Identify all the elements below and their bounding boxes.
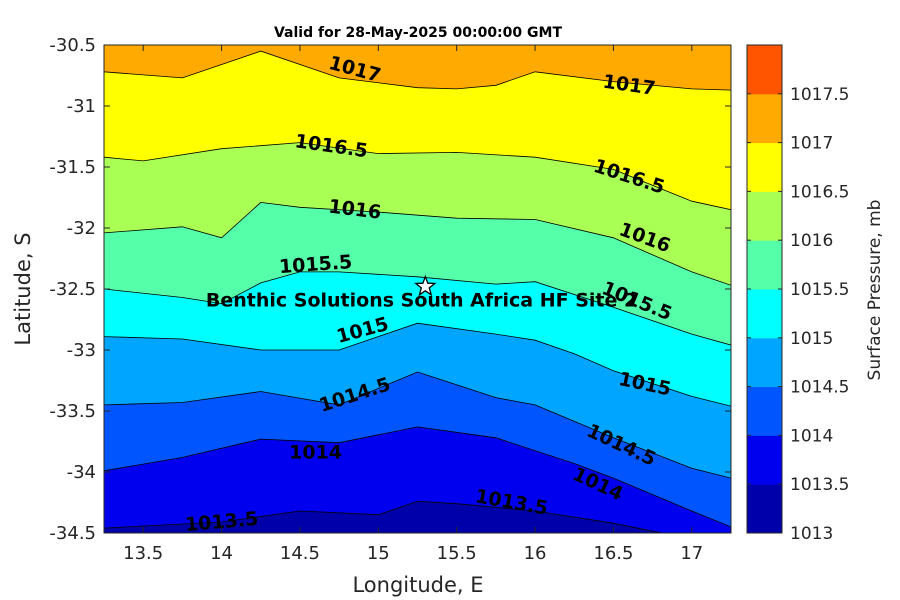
band-1014 bbox=[104, 372, 731, 527]
x-tick-label: 16.5 bbox=[593, 543, 633, 564]
y-tick-label: -34 bbox=[67, 462, 96, 483]
x-tick-label: 17 bbox=[680, 543, 703, 564]
contour-line-1014.5 bbox=[104, 371, 731, 479]
colorbar-swatch-1015.5 bbox=[747, 240, 782, 290]
colorbar-swatch-1013.5 bbox=[747, 435, 782, 485]
colorbar-tick-label: 1014 bbox=[790, 426, 833, 446]
y-tick-label: -34.5 bbox=[49, 523, 96, 544]
site-label: Benthic Solutions South Africa HF Site 2 bbox=[206, 290, 637, 312]
x-tick-label: 14 bbox=[210, 543, 233, 564]
chart-title: Valid for 28-May-2025 00:00:00 GMT bbox=[274, 25, 562, 41]
x-tick-label: 14.5 bbox=[280, 543, 320, 564]
contour-label: 1014 bbox=[289, 442, 342, 464]
colorbar-tick-label: 1017 bbox=[790, 134, 833, 154]
band-1015.5 bbox=[104, 202, 731, 346]
band-1015 bbox=[104, 271, 731, 407]
site-star-icon bbox=[414, 274, 437, 297]
colorbar: 1013 1013.5 1014 1014.5 1015 1015.5 1016 1016.5… bbox=[746, 44, 849, 544]
colorbar-swatch-1015 bbox=[747, 289, 782, 339]
contour-line-1016 bbox=[104, 201, 731, 286]
band-1013 bbox=[104, 501, 662, 533]
colorbar-tick-label: 1017.5 bbox=[790, 85, 849, 105]
colorbar-tick-label: 1013.5 bbox=[790, 475, 849, 495]
y-tick-label: -31.5 bbox=[49, 157, 96, 178]
band-1016.5 bbox=[104, 51, 731, 210]
y-tick-label: -30.5 bbox=[49, 35, 96, 56]
colorbar-tick-label: 1015 bbox=[790, 329, 833, 349]
y-axis-label: Latitude, S bbox=[11, 232, 35, 345]
band-1016 bbox=[104, 142, 731, 286]
colorbar-tick-label: 1016.5 bbox=[790, 182, 849, 202]
contour-line-1013.5 bbox=[104, 500, 664, 533]
band-1013.5 bbox=[104, 426, 731, 533]
x-tick-label: 13.5 bbox=[123, 543, 163, 564]
band-1014.5 bbox=[104, 323, 731, 479]
colorbar-tick-label: 1015.5 bbox=[790, 280, 849, 300]
colorbar-swatch-1016.5 bbox=[747, 142, 782, 192]
x-tick-label: 15.5 bbox=[437, 543, 477, 564]
contour-line-1016.5 bbox=[104, 142, 731, 211]
x-tick-label: 16 bbox=[524, 543, 547, 564]
colorbar-label: Surface Pressure, mb bbox=[865, 200, 885, 381]
y-tick-label: -32 bbox=[67, 218, 96, 239]
colorbar-swatch-1016 bbox=[747, 191, 782, 241]
colorbar-tick-label: 1013 bbox=[790, 524, 833, 544]
colorbar-swatch-1014.5 bbox=[747, 337, 782, 388]
contour-line-1014 bbox=[104, 426, 731, 528]
colorbar-tick-label: 1014.5 bbox=[790, 378, 849, 398]
colorbar-swatch-1014 bbox=[747, 386, 782, 436]
colorbar-tick-label: 1016 bbox=[790, 231, 833, 251]
band-1017 bbox=[104, 45, 731, 91]
y-tick-label: -33.5 bbox=[49, 401, 96, 422]
x-axis-label: Longitude, E bbox=[352, 573, 483, 597]
y-tick-label: -32.5 bbox=[49, 279, 96, 300]
x-tick-label: 15 bbox=[367, 543, 390, 564]
y-tick-label: -33 bbox=[67, 340, 96, 361]
colorbar-swatch-1017 bbox=[747, 93, 782, 144]
colorbar-swatch-1017.5 bbox=[747, 45, 782, 95]
contour-line-1015 bbox=[104, 322, 731, 407]
contour-label: 1015.5 bbox=[278, 251, 353, 278]
y-tick-label: -31 bbox=[67, 96, 96, 117]
contour-line-1015.5 bbox=[104, 271, 731, 346]
contour-line-1017 bbox=[104, 50, 731, 91]
colorbar-swatch-1013 bbox=[747, 484, 782, 534]
